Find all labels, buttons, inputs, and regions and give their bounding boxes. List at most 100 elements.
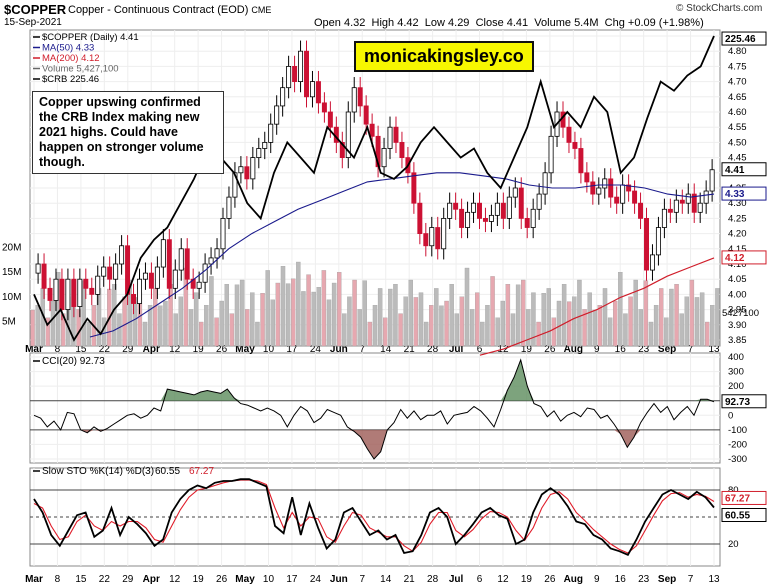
volume-bar bbox=[505, 284, 511, 347]
candle-body bbox=[202, 263, 208, 283]
volume-bar bbox=[224, 284, 229, 347]
volume-bar bbox=[689, 279, 695, 347]
candle-body bbox=[172, 269, 178, 289]
candle-body bbox=[83, 278, 89, 289]
candle-body bbox=[208, 257, 214, 265]
volume-bar bbox=[469, 309, 475, 347]
volume-bar bbox=[546, 288, 551, 347]
volume-bar bbox=[311, 291, 316, 347]
volume-bar bbox=[245, 309, 250, 347]
cci-y-tick: 300 bbox=[728, 367, 744, 378]
candle-body bbox=[506, 196, 512, 219]
candle-body bbox=[280, 87, 286, 107]
volume-axis-label: 10M bbox=[2, 292, 21, 303]
candle-body bbox=[471, 202, 477, 213]
volume-bar bbox=[204, 305, 209, 347]
candle-body bbox=[226, 196, 232, 219]
x-tick-label-bottom: 6 bbox=[477, 574, 483, 585]
price-y-tick: 4.00 bbox=[728, 289, 747, 300]
volume-bar bbox=[142, 321, 148, 347]
volume-bar bbox=[377, 288, 383, 347]
candle-body bbox=[65, 278, 71, 311]
volume-bar bbox=[35, 305, 40, 347]
volume-bar bbox=[229, 313, 235, 347]
x-tick-label-bottom: Sep bbox=[658, 574, 676, 585]
x-tick-label-bottom: 23 bbox=[638, 574, 650, 585]
x-tick-label-bottom: 12 bbox=[169, 574, 181, 585]
candle-body bbox=[77, 278, 83, 307]
volume-bar bbox=[551, 317, 557, 347]
volume-bar bbox=[326, 299, 332, 347]
candle-body bbox=[655, 227, 661, 256]
volume-bar bbox=[459, 296, 465, 347]
ohlc-readout: Open 4.32 High 4.42 Low 4.29 Close 4.41 … bbox=[314, 17, 704, 29]
candle-body bbox=[113, 263, 119, 280]
candle-body bbox=[572, 141, 578, 149]
volume-bar bbox=[531, 292, 536, 347]
candle-body bbox=[638, 202, 644, 219]
legend-price: $COPPER (Daily) 4.41 bbox=[42, 32, 139, 43]
volume-bar bbox=[597, 305, 603, 347]
volume-bar bbox=[480, 321, 485, 347]
candle-body bbox=[441, 217, 447, 250]
volume-bar bbox=[449, 284, 454, 347]
volume-bar bbox=[403, 296, 408, 347]
candle-body bbox=[268, 123, 274, 143]
price-y-tick: 3.95 bbox=[728, 305, 747, 316]
x-tick-label-bottom: 19 bbox=[521, 574, 533, 585]
volume-bar bbox=[265, 270, 270, 347]
candle-body bbox=[429, 227, 435, 247]
sto-d-last-tag: 67.27 bbox=[725, 493, 750, 504]
candle-body bbox=[35, 263, 41, 274]
candle-body bbox=[685, 193, 691, 204]
high-label: High bbox=[371, 17, 395, 29]
x-tick-label-top: Apr bbox=[143, 344, 160, 355]
x-tick-label-top: 26 bbox=[216, 344, 228, 355]
candle-body bbox=[691, 193, 697, 213]
volume-bar bbox=[321, 270, 327, 347]
x-tick-label-bottom: 17 bbox=[286, 574, 298, 585]
volume-bar bbox=[296, 261, 301, 347]
volume-bar bbox=[316, 287, 321, 347]
x-tick-label-bottom: 10 bbox=[263, 574, 275, 585]
sto-y-tick: 80 bbox=[728, 485, 739, 496]
cci-oversold-area bbox=[34, 429, 714, 459]
price-last-tag: 4.41 bbox=[725, 165, 745, 176]
ma50-line bbox=[89, 172, 715, 338]
candle-body bbox=[304, 50, 309, 98]
legend-volume: Volume 5,427,100 bbox=[42, 64, 119, 75]
volume-bar bbox=[45, 317, 51, 347]
volume-bar bbox=[628, 296, 633, 347]
legend-ma200: MA(200) 4.12 bbox=[42, 53, 100, 64]
candle-body bbox=[393, 126, 399, 143]
volume-bar bbox=[638, 309, 643, 347]
candle-body bbox=[309, 81, 315, 98]
candle-body bbox=[649, 254, 655, 271]
volume-bar bbox=[219, 300, 224, 347]
x-tick-label-bottom: 26 bbox=[216, 574, 228, 585]
x-tick-label-top: 22 bbox=[99, 344, 111, 355]
volume-bar bbox=[362, 280, 367, 347]
candle-body bbox=[477, 202, 482, 219]
volume-last-tag: 5427100 bbox=[722, 308, 759, 319]
x-tick-label-top: Jun bbox=[330, 344, 348, 355]
volume-bar bbox=[86, 321, 91, 347]
volume-bar bbox=[291, 278, 296, 347]
candle-body bbox=[238, 166, 244, 174]
volume-bar bbox=[715, 288, 720, 347]
volume-bar bbox=[643, 280, 649, 347]
volume-bar bbox=[618, 272, 623, 347]
volume-bar bbox=[342, 313, 347, 347]
x-tick-label-bottom: 7 bbox=[359, 574, 365, 585]
x-tick-label-bottom: 8 bbox=[55, 574, 61, 585]
volume-bar bbox=[490, 276, 495, 347]
x-tick-label-bottom: 19 bbox=[193, 574, 205, 585]
cci-line bbox=[33, 358, 715, 460]
volume-bar bbox=[117, 313, 122, 347]
candle-body bbox=[381, 148, 387, 168]
volume-value: 5.4M bbox=[574, 17, 599, 29]
x-tick-label-top: Jul bbox=[449, 344, 464, 355]
candle-body bbox=[244, 166, 250, 180]
candle-body bbox=[596, 187, 602, 195]
volume-bar bbox=[582, 309, 587, 347]
